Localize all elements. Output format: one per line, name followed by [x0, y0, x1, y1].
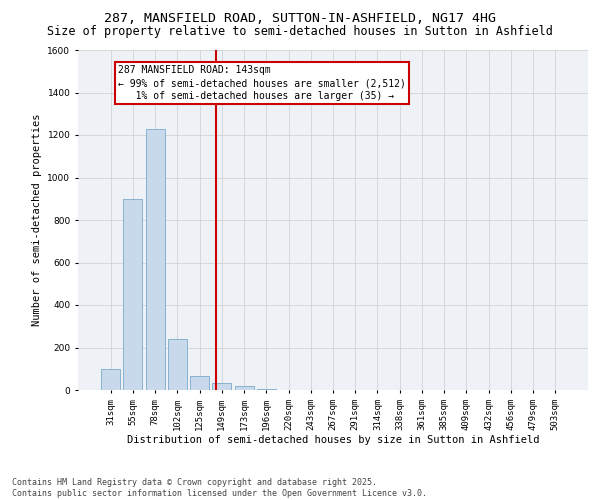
Y-axis label: Number of semi-detached properties: Number of semi-detached properties — [32, 114, 42, 326]
Text: 287, MANSFIELD ROAD, SUTTON-IN-ASHFIELD, NG17 4HG: 287, MANSFIELD ROAD, SUTTON-IN-ASHFIELD,… — [104, 12, 496, 26]
Bar — [168, 339, 187, 390]
Bar — [257, 389, 276, 390]
Bar — [212, 382, 231, 390]
X-axis label: Distribution of semi-detached houses by size in Sutton in Ashfield: Distribution of semi-detached houses by … — [127, 436, 539, 446]
Bar — [190, 376, 209, 390]
Bar — [101, 369, 120, 390]
Text: Contains HM Land Registry data © Crown copyright and database right 2025.
Contai: Contains HM Land Registry data © Crown c… — [12, 478, 427, 498]
Text: 287 MANSFIELD ROAD: 143sqm
← 99% of semi-detached houses are smaller (2,512)
   : 287 MANSFIELD ROAD: 143sqm ← 99% of semi… — [118, 65, 406, 102]
Bar — [124, 198, 142, 390]
Bar — [235, 386, 254, 390]
Bar — [146, 128, 164, 390]
Text: Size of property relative to semi-detached houses in Sutton in Ashfield: Size of property relative to semi-detach… — [47, 25, 553, 38]
